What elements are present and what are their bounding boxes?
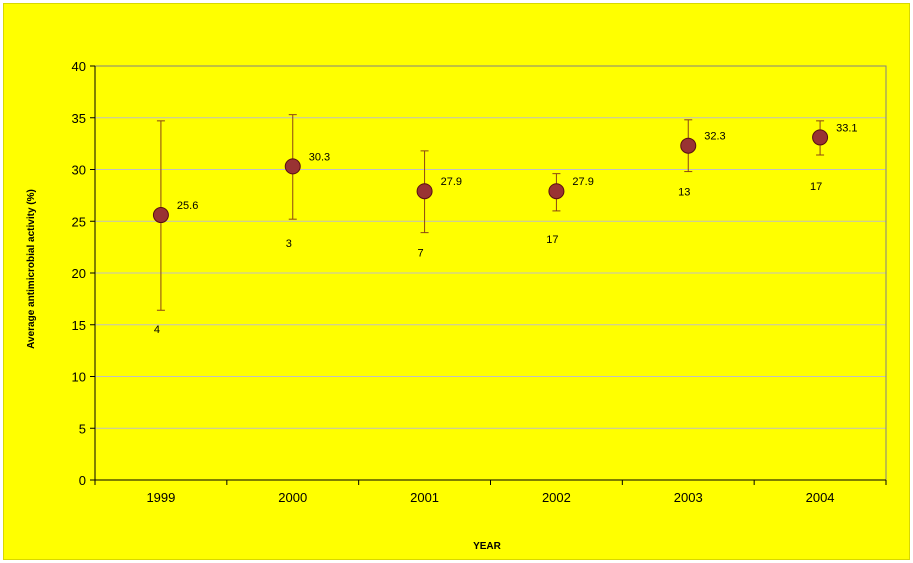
data-point xyxy=(812,129,829,146)
y-axis-ticks: 0 5 10 15 20 25 30 35 40 xyxy=(72,59,95,488)
data-labels: 25.6 30.3 27.9 27.9 32.3 33.1 xyxy=(177,122,858,212)
y-tick-label: 0 xyxy=(79,473,86,488)
data-point xyxy=(680,137,697,154)
chart-area xyxy=(3,3,910,560)
data-point xyxy=(548,183,565,200)
y-tick-label: 25 xyxy=(72,214,86,229)
y-tick-label: 15 xyxy=(72,318,86,333)
y-tick-label: 40 xyxy=(72,59,86,74)
x-axis-title: YEAR xyxy=(473,541,502,552)
gridlines xyxy=(95,117,886,429)
value-label: 30.3 xyxy=(309,151,330,163)
data-point xyxy=(284,158,301,175)
value-label: 32.3 xyxy=(704,131,725,143)
x-tick-label: 2000 xyxy=(278,490,307,505)
count-labels: 4 3 7 17 13 17 xyxy=(154,181,822,336)
value-label: 33.1 xyxy=(836,122,857,134)
data-point xyxy=(416,183,433,200)
y-tick-label: 10 xyxy=(72,370,86,385)
data-points xyxy=(152,129,829,224)
y-tick-label: 20 xyxy=(72,266,86,281)
count-label: 7 xyxy=(418,247,424,259)
value-label: 25.6 xyxy=(177,200,198,212)
count-label: 3 xyxy=(286,238,292,250)
count-label: 4 xyxy=(154,324,160,336)
x-tick-label: 2003 xyxy=(674,490,703,505)
count-label: 13 xyxy=(678,186,690,198)
x-tick-label: 1999 xyxy=(146,490,175,505)
value-label: 27.9 xyxy=(441,176,462,188)
count-label: 17 xyxy=(546,234,558,246)
y-tick-label: 35 xyxy=(72,111,86,126)
value-label: 27.9 xyxy=(572,176,593,188)
x-axis-ticks: 1999 2000 2001 2002 2003 2004 xyxy=(94,480,887,505)
count-label: 17 xyxy=(810,181,822,193)
y-tick-label: 5 xyxy=(79,421,86,436)
y-axis-title: Average antimicrobial activity (%) xyxy=(26,189,37,349)
data-point xyxy=(152,207,169,224)
x-tick-label: 2004 xyxy=(806,490,835,505)
y-tick-label: 30 xyxy=(72,163,86,178)
x-tick-label: 2001 xyxy=(410,490,439,505)
error-bars xyxy=(156,114,825,311)
x-tick-label: 2002 xyxy=(542,490,571,505)
